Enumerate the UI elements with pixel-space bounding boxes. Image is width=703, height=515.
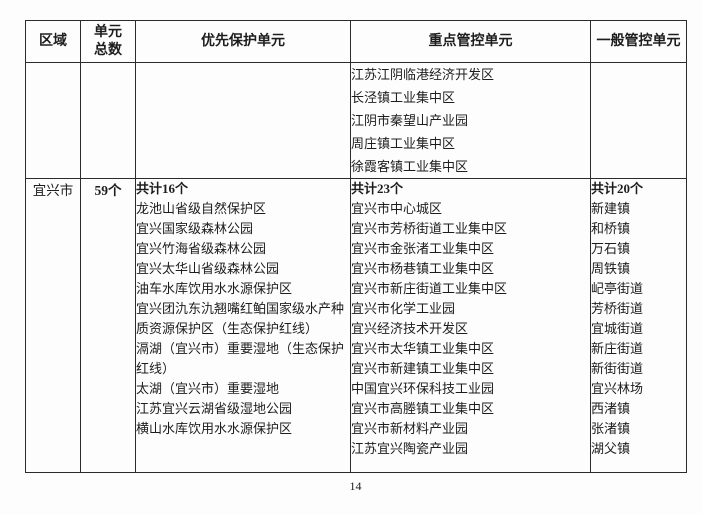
unit-list: 宜兴市中心城区宜兴市芳桥街道工业集中区 宜兴市金张渚工业集中区 宜兴市杨巷镇工业集中… [351,199,590,459]
unit-item: 长泾镇工业集中区 [351,90,456,105]
col-header-unit-total-line1: 单元 [94,24,122,40]
unit-item: 宜兴市中心城区 [351,201,443,216]
unit-item: 张渚镇 [591,421,631,436]
col-header-unit-total-line2: 总数 [94,42,122,58]
unit-item: 江阴市秦望山产业园 [351,113,469,128]
unit-item: 徐霞客镇工业集中区 [351,159,469,174]
unit-item: 万石镇 [591,241,631,256]
unit-total-cell: 59个 [80,178,136,473]
unit-item: 新庄街道 [591,341,644,356]
unit-list: 龙池山省级自然保护区 宜兴国家级森林公园 宜兴竹海省级森林公园 宜兴太华山省级森林公园… [136,199,350,439]
overflow-region-cell [25,62,81,179]
unit-item: 宜兴国家级森林公园 [136,221,254,236]
unit-item: 宜兴市新建镇工业集中区 [351,361,495,376]
unit-item: 新街街道 [591,361,644,376]
key-control-total-label: 共计23个 [351,181,404,196]
unit-item: 芳桥街道 [591,301,644,316]
unit-item: 周铁镇 [591,261,631,276]
unit-item: 屺亭街道 [591,281,644,296]
region-cell: 宜兴市 [25,178,81,473]
unit-item: 宜兴市化学工业园 [351,301,456,316]
overflow-general-cell [590,62,687,179]
unit-item: 宜兴竹海省级森林公园 [136,241,267,256]
col-header-region: 区域 [25,20,81,63]
priority-total-label: 共计16个 [136,181,189,196]
unit-item: 宜兴市杨巷镇工业集中区 [351,261,495,276]
unit-item: 横山水库饮用水水源保护区 [136,421,293,436]
unit-item: 油车水库饮用水水源保护区 [136,281,293,296]
overflow-key-control-cell: 江苏江阴临港经济开发区 长泾镇工业集中区 江阴市秦望山产业园 周庄镇工业集中区 徐霞客镇… [350,62,591,179]
unit-item: 龙池山省级自然保护区 [136,201,267,216]
unit-item: 江苏江阴临港经济开发区 [351,67,495,82]
unit-item: 宜兴市高塍镇工业集中区 [351,401,495,416]
unit-item: 江苏宜兴云湖省级湿地公园 [136,401,293,416]
key-control-cell: 共计23个 宜兴市中心城区宜兴市芳桥街道工业集中区 宜兴市金张渚工业集中区 宜兴市杨… [350,178,591,473]
col-header-general: 一般管控单元 [590,20,687,63]
table-header-row: 区域 单元 总数 优先保护单元 重点管控单元 一般管控单元 [25,20,687,63]
unit-list: 江苏江阴临港经济开发区 长泾镇工业集中区 江阴市秦望山产业园 周庄镇工业集中区 徐霞客镇… [351,64,590,178]
general-total-label: 共计20个 [591,181,644,196]
unit-item: 宜兴市金张渚工业集中区 [351,241,495,256]
priority-cell: 共计16个 龙池山省级自然保护区 宜兴国家级森林公园 宜兴竹海省级森林公园 宜兴太华山… [135,178,351,473]
col-header-unit-total: 单元 总数 [80,20,136,63]
general-control-cell: 共计20个 新建镇和桥镇万石镇周铁镇屺亭街道芳桥街道宜城街道新庄街道新街街道宜兴… [590,178,687,473]
unit-item: 新建镇 [591,201,631,216]
overflow-unit-total-cell [80,62,136,179]
unit-item: 宜兴团氿东氿翘嘴红鲌国家级水产种质资源保护区（生态保护红线） [136,301,345,336]
unit-list: 新建镇和桥镇万石镇周铁镇屺亭街道芳桥街道宜城街道新庄街道新街街道宜兴林场西渚镇张… [591,199,686,459]
unit-item: 宜兴市芳桥街道工业集中区 [351,221,508,236]
unit-item: 周庄镇工业集中区 [351,136,456,151]
overflow-priority-cell [135,62,351,179]
unit-item: 和桥镇 [591,221,631,236]
unit-item: 滆湖（宜兴市）重要湿地（生态保护红线） [136,341,345,376]
unit-item: 宜兴市新材料产业园 [351,421,469,436]
unit-item: 中国宜兴环保科技工业园 [351,381,495,396]
control-units-table: 区域 单元 总数 优先保护单元 重点管控单元 一般管控单元 江苏江阴临港经济开发… [25,20,687,473]
unit-item: 宜兴太华山省级森林公园 [136,261,280,276]
unit-item: 宜兴市太华镇工业集中区 [351,341,495,356]
unit-item: 宜兴经济技术开发区 [351,321,469,336]
page-number: 14 [349,479,362,493]
unit-item: 宜兴市新庄街道工业集中区 [351,281,508,296]
col-header-key-control: 重点管控单元 [350,20,591,63]
unit-item: 西渚镇 [591,401,631,416]
unit-item: 太湖（宜兴市）重要湿地 [136,381,280,396]
unit-item: 湖父镇 [591,441,631,456]
unit-item: 江苏宜兴陶瓷产业园 [351,441,469,456]
unit-item: 宜城街道 [591,321,644,336]
overflow-row: 江苏江阴临港经济开发区 长泾镇工业集中区 江阴市秦望山产业园 周庄镇工业集中区 徐霞客镇… [25,62,687,179]
unit-item: 宜兴林场 [591,381,644,396]
col-header-priority: 优先保护单元 [135,20,351,63]
yixing-row: 宜兴市 59个 共计16个 龙池山省级自然保护区 宜兴国家级森林公园 宜兴竹海省级森… [25,178,687,473]
